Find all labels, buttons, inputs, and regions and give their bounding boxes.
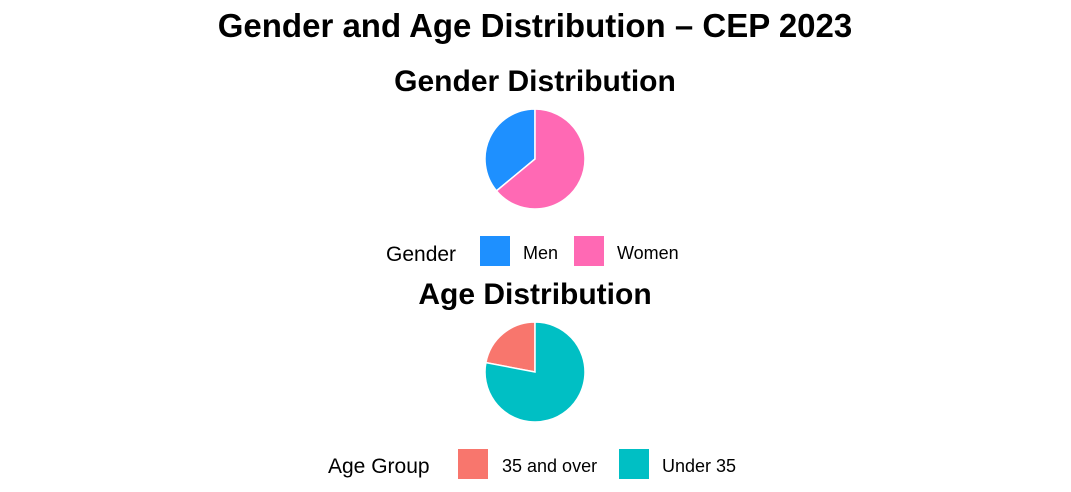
pie-slice-under-35 xyxy=(484,321,586,423)
age-panel: Age Distribution Age Group 35 and over U… xyxy=(328,278,736,479)
legend-swatch-under-35 xyxy=(619,449,649,479)
legend-swatch-men xyxy=(480,236,510,266)
gender-legend: Gender Men Women xyxy=(386,236,679,266)
pie-slice-35-and-over xyxy=(485,321,536,373)
legend-swatch-women xyxy=(574,236,604,266)
legend-label-35-and-over: 35 and over xyxy=(502,456,597,476)
gender-panel: Gender Distribution Gender Men Women xyxy=(386,65,679,266)
gender-chart-title: Gender Distribution xyxy=(394,65,676,98)
legend-label-under-35: Under 35 xyxy=(662,456,736,476)
legend-label-men: Men xyxy=(523,243,558,263)
gender-legend-title: Gender xyxy=(386,243,456,266)
age-legend: Age Group 35 and over Under 35 xyxy=(328,449,736,479)
age-pie xyxy=(484,321,586,423)
legend-label-women: Women xyxy=(617,243,679,263)
age-legend-title: Age Group xyxy=(328,455,430,478)
pie-slice-women xyxy=(495,108,586,210)
gender-pie xyxy=(484,108,586,210)
pie-slice-men xyxy=(484,108,536,192)
age-chart-title: Age Distribution xyxy=(418,278,651,311)
main-title: Gender and Age Distribution – CEP 2023 xyxy=(218,7,853,44)
legend-swatch-35-and-over xyxy=(458,449,488,479)
